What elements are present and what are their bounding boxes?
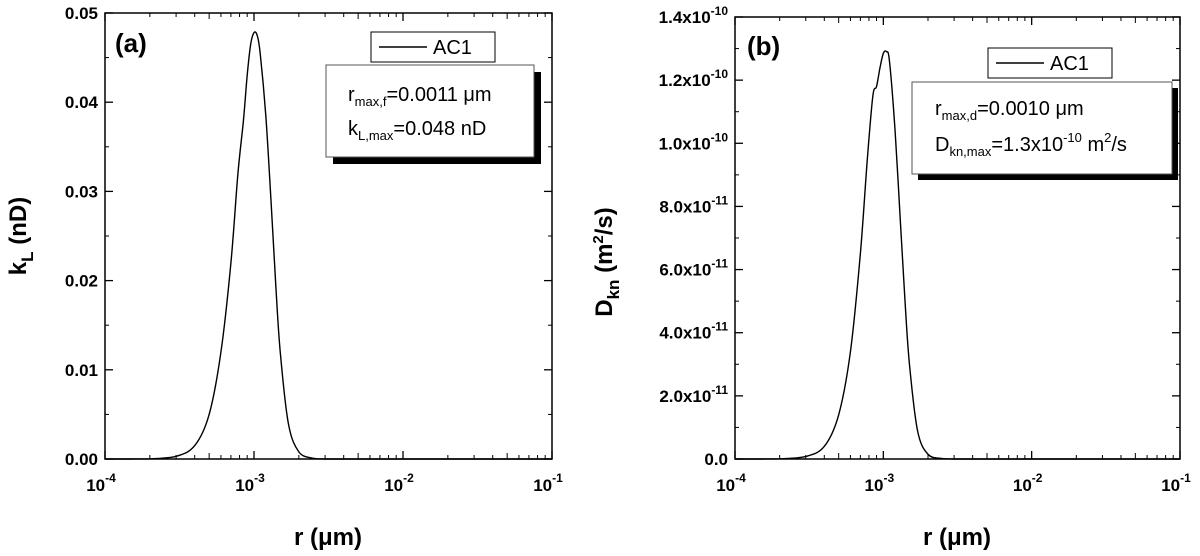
x-axis-title: r (μm) — [294, 524, 362, 551]
annotation-d-max-sub: kn,max — [949, 144, 991, 159]
y-axis-title-sub: L — [18, 251, 37, 261]
y-tick-label: 0.03 — [65, 182, 98, 201]
y-tick-label: 1.4x10-10 — [659, 4, 729, 27]
x-tick-label: 10-3 — [865, 471, 895, 495]
x-tick-group: 10-4 10-3 10-2 10-1 — [86, 13, 563, 495]
series-line-ac1 — [735, 50, 1180, 460]
annotation-box: rmax,d=0.0010 μm Dkn,max=1.3x10-10 m2/s — [911, 81, 1178, 180]
annotation-r-max-value: =0.0010 μm — [977, 98, 1084, 120]
x-tick-label: 10-1 — [1161, 471, 1191, 495]
x-tick-label: 10-1 — [533, 471, 563, 495]
legend-label-ac1: AC1 — [433, 37, 472, 59]
y-tick-label: 0.0 — [704, 450, 728, 469]
annotation-d-max-unit: m — [1082, 134, 1104, 156]
x-tick-label: 10-4 — [86, 471, 116, 495]
y-tick-label: 0.01 — [65, 361, 98, 380]
y-tick-label: 6.0x10-11 — [659, 257, 728, 280]
y-axis-title: Dkn (m2/s) — [590, 207, 623, 317]
y-tick-label: 2.0x10-11 — [659, 383, 728, 406]
annotation-d-max-main: D — [935, 134, 949, 156]
annotation-k-max-value: =0.048 nD — [393, 118, 486, 140]
y-tick-label: 0.00 — [65, 450, 98, 469]
x-tick-group: 10-4 10-3 10-2 10-1 — [716, 17, 1191, 495]
y-axis-title-unit-a: (m — [591, 244, 618, 280]
y-axis-title: kL (nD) — [5, 197, 37, 275]
y-tick-label: 4.0x10-11 — [659, 320, 728, 343]
legend-label-ac1: AC1 — [1050, 53, 1089, 75]
annotation-k-max-main: k — [348, 118, 359, 140]
annotation-r-max-value: =0.0011 μm — [386, 84, 491, 106]
annotation-d-max-coef: =1.3x10 — [991, 134, 1063, 156]
y-tick-label: 8.0x10-11 — [659, 193, 728, 216]
y-tick-group: 0.0 2.0x10-11 4.0x10-11 6.0x10-11 8.0x10-11 1… — [659, 4, 1180, 469]
annotation-r-max-main: r — [935, 98, 942, 120]
annotation-box-frame — [325, 64, 535, 158]
annotation-d-max-unit-exp: 2 — [1104, 130, 1111, 145]
y-tick-label: 1.2x10-10 — [659, 67, 729, 90]
y-axis-title-main: D — [591, 299, 618, 316]
chart-panel-a: 0.000.010.020.030.040.05 10-4 10-3 10-2 10-… — [5, 4, 563, 551]
x-tick-label: 10-2 — [1013, 471, 1043, 495]
y-axis-title-sub: kn — [604, 280, 623, 300]
series-line-ac1 — [105, 31, 552, 460]
y-tick-label: 0.02 — [65, 272, 98, 291]
y-axis-title-unit-sup: 2 — [590, 235, 607, 243]
annotation-r-max-sub: max,d — [942, 108, 977, 123]
annotation-box-frame — [911, 81, 1173, 175]
panel-label: (a) — [115, 28, 147, 58]
x-tick-label: 10-2 — [384, 471, 414, 495]
legend: AC1 — [370, 31, 496, 63]
annotation-k-max: kL,max=0.048 nD — [348, 118, 486, 143]
y-tick-group: 0.00 0.01 0.02 0.03 0.04 0.05 — [65, 4, 552, 469]
y-tick-label: 0.05 — [65, 4, 98, 23]
annotation-r-max-main: r — [348, 84, 355, 106]
annotation-d-max-exp: -10 — [1063, 130, 1082, 145]
annotation-d-max-unit-tail: /s — [1111, 134, 1127, 156]
annotation-box: rmax,f=0.0011 μm kL,max=0.048 nD — [325, 64, 541, 164]
y-axis-title-main: k — [5, 261, 32, 275]
y-tick-label: 0.04 — [65, 93, 99, 112]
annotation-d-max: Dkn,max=1.3x10-10 m2/s — [935, 130, 1127, 159]
annotation-k-max-sub: L,max — [358, 128, 394, 143]
annotation-r-max: rmax,f=0.0011 μm — [348, 84, 492, 109]
x-axis-title: r (μm) — [923, 524, 991, 551]
annotation-r-max-sub: max,f — [355, 94, 387, 109]
x-tick-label: 10-3 — [235, 471, 265, 495]
annotation-r-max: rmax,d=0.0010 μm — [935, 98, 1084, 123]
x-tick-label: 10-4 — [716, 471, 746, 495]
chart-panel-b: 0.02.0x10-114.0x10-116.0x10-118.0x10-111… — [590, 4, 1191, 551]
y-axis-title-unit: (nD) — [5, 197, 32, 252]
panel-label: (b) — [747, 31, 780, 61]
y-tick-label: 1.0x10-10 — [659, 130, 729, 153]
legend: AC1 — [987, 47, 1113, 79]
y-axis-title-unit-b: /s) — [591, 207, 618, 235]
